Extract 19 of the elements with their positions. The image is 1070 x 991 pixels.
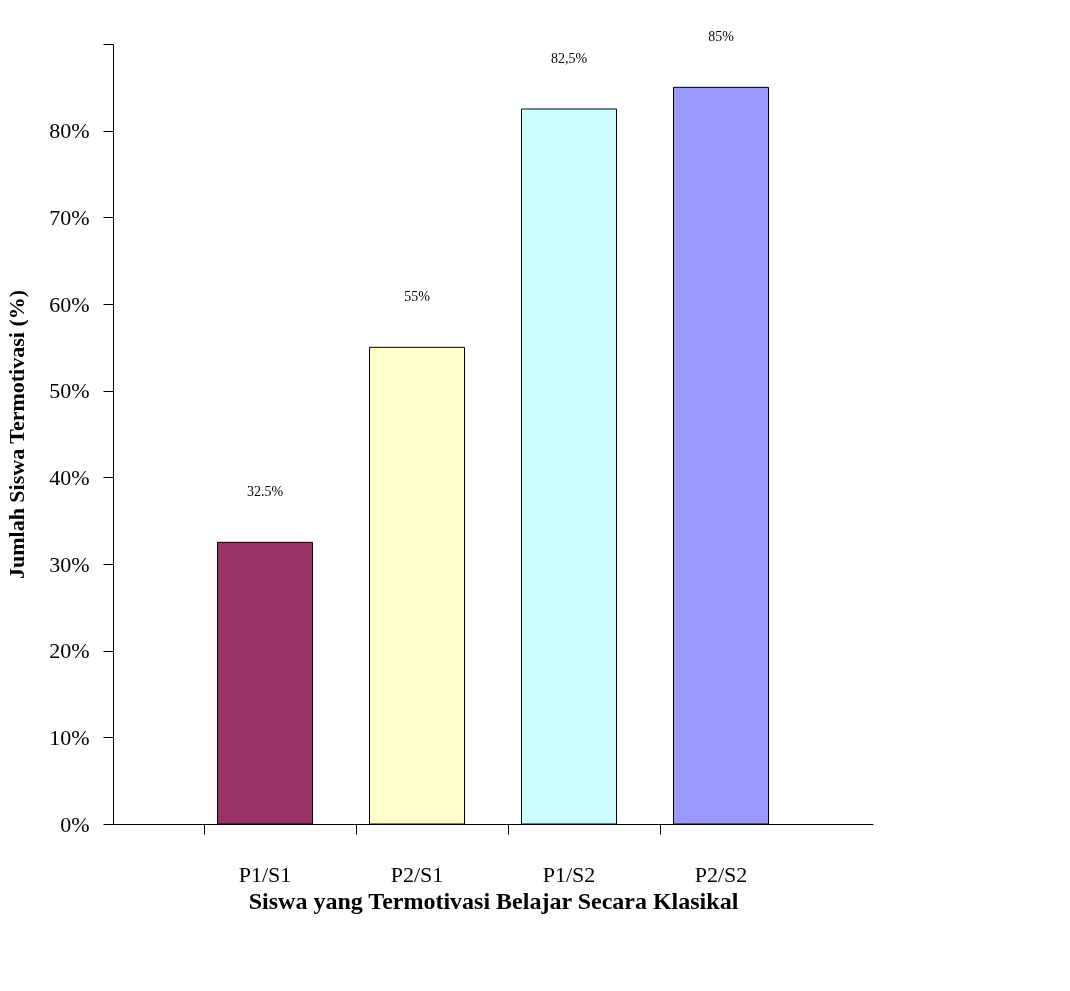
data-label: 85% [708, 29, 735, 45]
y-tick-label: 40% [49, 464, 90, 490]
y-tick-label: 80% [49, 118, 90, 144]
y-tick-label: 30% [49, 551, 90, 577]
y-axis-title: Jumlah Siswa Termotivasi (%) [4, 289, 30, 580]
y-tick-label: 70% [49, 204, 90, 230]
y-tick-label: 20% [49, 638, 90, 664]
data-label: 32.5% [246, 484, 284, 500]
x-tick-label: P1/S2 [542, 861, 596, 887]
y-tick-label: 60% [49, 291, 90, 317]
y-tick-label: 0% [60, 811, 90, 837]
x-tick-label: P2/S1 [390, 861, 444, 887]
data-label: 82,5% [550, 51, 588, 66]
data-label: 55% [404, 289, 431, 305]
y-tick-label: 50% [49, 378, 90, 404]
x-tick-label: P1/S1 [238, 861, 292, 887]
y-tick-label: 10% [49, 724, 90, 750]
x-tick-label: P2/S2 [694, 861, 748, 887]
x-axis-title: Siswa yang Termotivasi Belajar Secara Klasikal [248, 887, 739, 914]
